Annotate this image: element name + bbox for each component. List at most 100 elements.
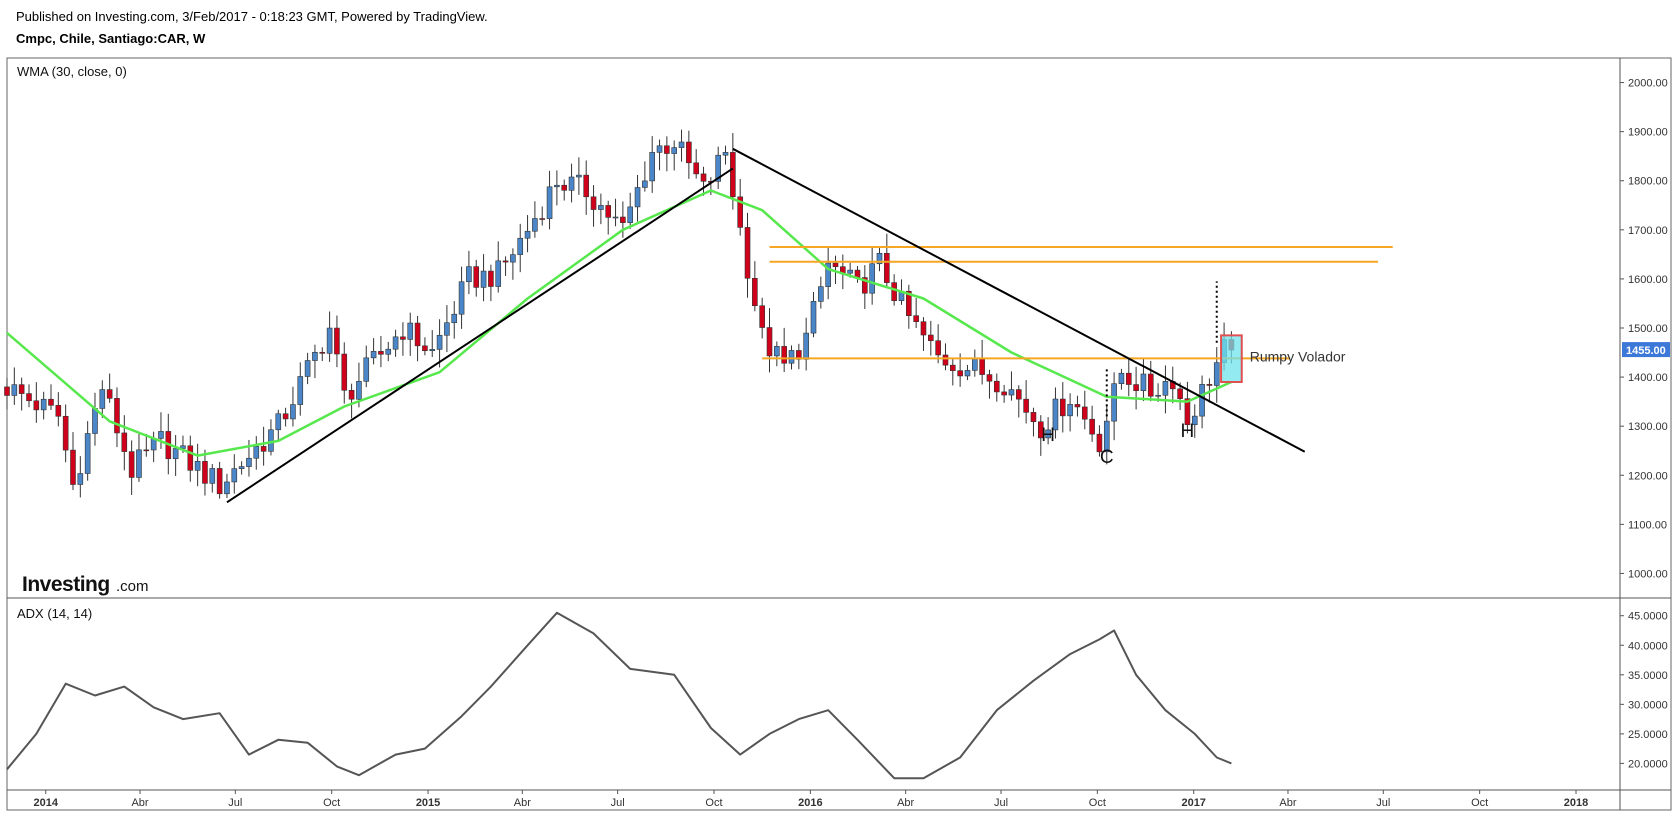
candle-body (77, 473, 84, 485)
price-tick-label: 1300.00 (1628, 421, 1668, 433)
time-tick-label: 2016 (798, 797, 822, 809)
time-tick-label: Jul (611, 797, 625, 809)
candle-body (986, 374, 993, 382)
candle-body (106, 389, 113, 399)
adx-indicator-label: ADX (14, 14) (17, 606, 92, 621)
candle-body (1030, 412, 1037, 423)
chart-overlay: H C H Rumpy Volador (6, 147, 1393, 504)
candle-body (1008, 389, 1015, 396)
candle-body (605, 205, 612, 218)
pattern-annotation: C (1100, 447, 1114, 468)
candle-body (128, 451, 135, 478)
candle-body (554, 184, 560, 188)
candle-body (671, 147, 677, 154)
time-tick-label: Oct (323, 797, 340, 809)
candle-body (686, 141, 692, 164)
time-tick-label: Abr (897, 797, 914, 809)
candle-body (1184, 398, 1191, 426)
candle-body (752, 277, 758, 307)
time-tick-label: 2015 (416, 797, 440, 809)
candle-body (202, 461, 208, 484)
candle-body (502, 260, 509, 263)
candle-body (832, 262, 839, 268)
candle-body (246, 457, 252, 467)
candle-body (510, 254, 516, 263)
candle-body (466, 266, 472, 283)
candle-body (400, 336, 406, 340)
candle-body (341, 353, 348, 391)
candle-body (172, 448, 179, 460)
price-tick-label: 1000.00 (1628, 568, 1668, 580)
candle-body (1125, 372, 1132, 385)
candle-body (993, 380, 1000, 393)
candle-body (884, 253, 890, 283)
candle-body (1206, 384, 1213, 386)
candle-body (194, 461, 201, 471)
candle-body (1162, 381, 1169, 396)
candle-body (766, 327, 773, 357)
candle-body (297, 376, 304, 405)
candle-body (143, 449, 150, 452)
candle-body (818, 286, 824, 302)
candle-body (392, 336, 399, 350)
candle-body (1067, 404, 1073, 417)
candle-body (1037, 421, 1044, 439)
candle-body (1140, 373, 1147, 391)
chart-header: Published on Investing.com, 3/Feb/2017 -… (16, 9, 916, 47)
candle-body (928, 334, 934, 342)
trendline (226, 167, 734, 504)
trendline (732, 147, 1306, 453)
candle-body (238, 466, 245, 469)
candle-body (385, 348, 392, 355)
candle-body (825, 262, 831, 287)
candle-body (583, 174, 590, 198)
candle-body (1199, 384, 1205, 417)
adx-tick-label: 25.0000 (1628, 729, 1668, 741)
price-tick-label: 2000.00 (1628, 78, 1668, 90)
candle-body (906, 290, 912, 316)
candle-body (480, 270, 487, 288)
candle-body (656, 145, 663, 153)
highlight-box (1220, 334, 1243, 384)
candle-body (1045, 429, 1051, 439)
candle-body (158, 431, 164, 439)
candle-body (1081, 406, 1088, 420)
candle-body (979, 358, 985, 375)
candle-body (18, 384, 25, 394)
candle-body (1147, 373, 1154, 397)
candle-body (664, 145, 670, 154)
candle-body (414, 322, 421, 347)
candle-body (378, 351, 384, 355)
price-tick-label: 1600.00 (1628, 274, 1668, 286)
candle-body (275, 413, 282, 431)
time-tick-label: Jul (994, 797, 1008, 809)
time-tick-label: Abr (514, 797, 531, 809)
candle-body (4, 386, 10, 396)
last-price-label: 1455.00 (1626, 345, 1666, 357)
candle-body (913, 315, 919, 323)
price-tick-label: 1500.00 (1628, 323, 1668, 335)
candle-body (1089, 418, 1095, 435)
candle-body (803, 332, 809, 360)
candle-body (70, 449, 76, 485)
candle-body (862, 277, 868, 294)
candle-body (407, 322, 414, 340)
candle-body (121, 432, 128, 452)
candle-body (136, 449, 142, 478)
candle-body (722, 152, 729, 156)
candle-body (810, 301, 817, 334)
candle-body (495, 260, 502, 287)
candle-body (1155, 394, 1161, 397)
price-tick-label: 1800.00 (1628, 176, 1668, 188)
candle-body (1023, 398, 1029, 413)
candle-body (1001, 391, 1007, 396)
candle-body (114, 398, 120, 434)
candle-body (84, 433, 91, 474)
candle-body (715, 154, 721, 182)
pattern-annotation: H (1041, 425, 1055, 446)
price-tick-label: 1200.00 (1628, 470, 1668, 482)
candle-body (649, 152, 656, 182)
candle-body (326, 327, 333, 354)
candle-body (48, 398, 54, 406)
